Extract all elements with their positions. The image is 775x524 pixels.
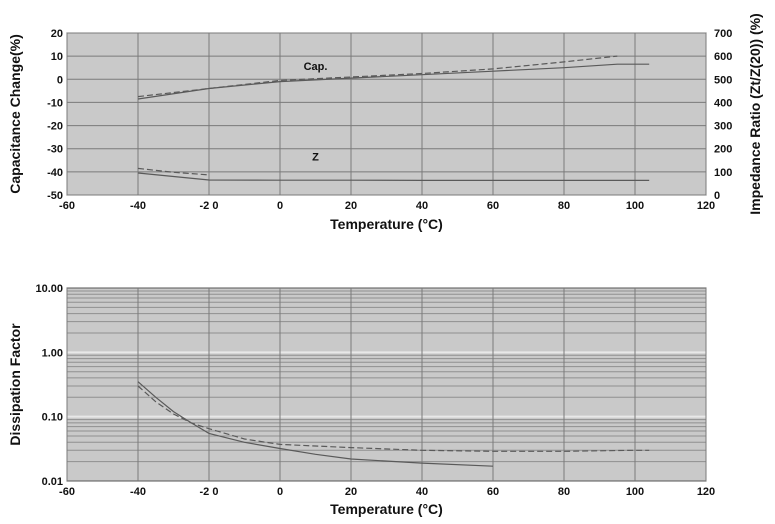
x-tick-label: 20	[345, 200, 357, 212]
y2-tick-label: 200	[714, 144, 732, 156]
x-tick-label: 0	[277, 200, 283, 212]
x-axis-title: Temperature (°C)	[330, 216, 443, 232]
x-tick-label: 80	[558, 200, 570, 212]
x-tick-label: -60	[59, 486, 75, 498]
x-tick-label: -60	[59, 200, 75, 212]
x-tick-label: 100	[626, 200, 644, 212]
y-tick-label: 1.00	[42, 347, 63, 359]
y-tick-label: 0.10	[42, 412, 63, 424]
x-tick-label: 40	[416, 486, 428, 498]
series-line-1-2	[137, 55, 618, 98]
x-tick-label: -2 0	[200, 486, 219, 498]
series-line-1-3	[137, 172, 650, 181]
y-tick-label: -50	[47, 190, 63, 202]
series-line-2-1	[137, 381, 494, 467]
annotation-label: Cap.	[304, 61, 328, 73]
plot-area-2	[66, 287, 707, 482]
y-tick-label: -40	[47, 167, 63, 179]
x-tick-label: -40	[130, 200, 146, 212]
y2-tick-label: 100	[714, 167, 732, 179]
y-tick-label: -20	[47, 121, 63, 133]
y-tick-label: 10.00	[35, 283, 63, 295]
series-line-2-2	[137, 385, 650, 452]
y-tick-label: -10	[47, 97, 63, 109]
y-tick-label: 20	[51, 28, 63, 40]
y2-tick-label: 700	[714, 28, 732, 40]
series-line-1-4	[137, 167, 210, 176]
y2-tick-label: 0	[714, 190, 720, 202]
x-tick-label: -40	[130, 486, 146, 498]
y2-tick-label: 600	[714, 51, 732, 63]
x-tick-label: 120	[697, 200, 715, 212]
x-tick-label: 40	[416, 200, 428, 212]
y-tick-label: 0	[57, 74, 63, 86]
x-tick-label: 60	[487, 200, 499, 212]
x-tick-label: 80	[558, 486, 570, 498]
y2-tick-label: 500	[714, 74, 732, 86]
y-axis-title: Dissipation Factor	[7, 323, 23, 446]
x-tick-label: 100	[626, 486, 644, 498]
y-axis-title: Capacitance Change(%)	[7, 34, 23, 193]
annotation-label: Z	[312, 151, 319, 163]
x-tick-label: 20	[345, 486, 357, 498]
x-axis-title: Temperature (°C)	[330, 501, 443, 517]
y-tick-label: 10	[51, 51, 63, 63]
y2-tick-label: 400	[714, 97, 732, 109]
x-tick-label: -2 0	[200, 200, 219, 212]
plot-area-1	[66, 32, 707, 196]
y2-axis-title: Impedance Ratio (Zt/Z(20)) (%)	[747, 13, 763, 214]
x-tick-label: 120	[697, 486, 715, 498]
y-tick-label: -30	[47, 144, 63, 156]
x-tick-label: 0	[277, 486, 283, 498]
y2-tick-label: 300	[714, 121, 732, 133]
y-tick-label: 0.01	[42, 476, 63, 488]
x-tick-label: 60	[487, 486, 499, 498]
